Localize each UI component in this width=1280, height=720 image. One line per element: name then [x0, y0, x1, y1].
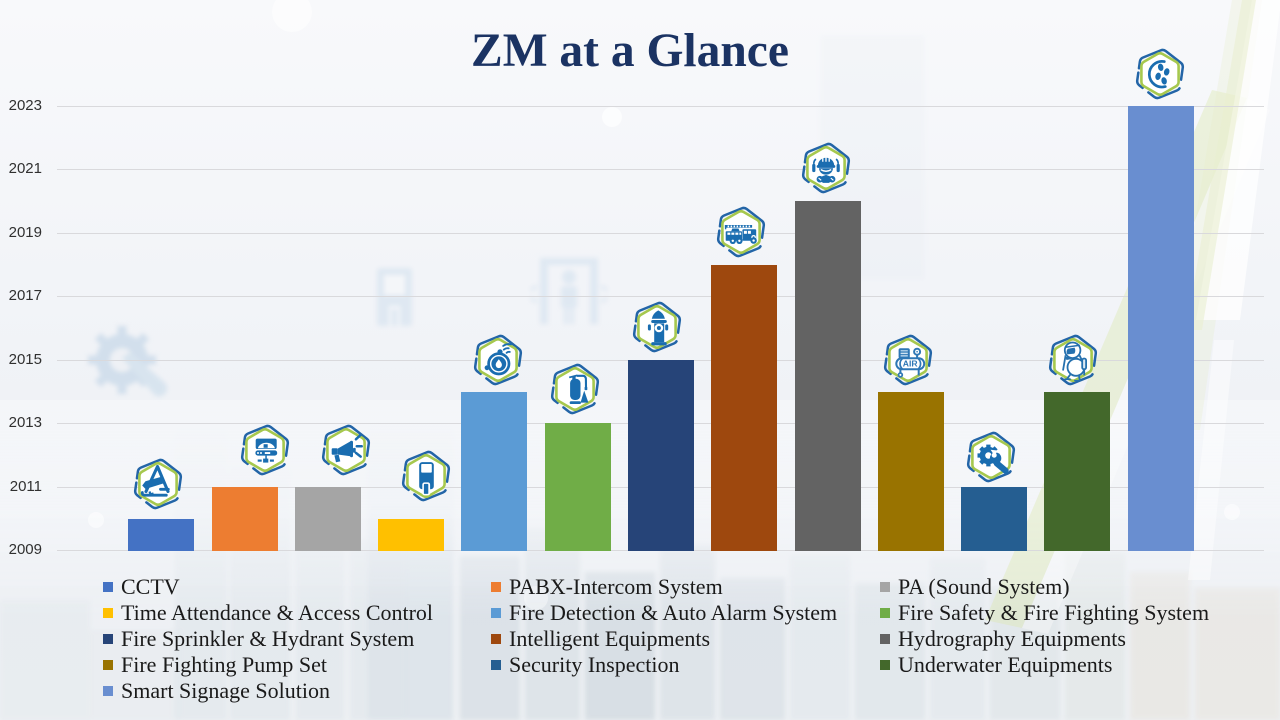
svg-text:AIR: AIR: [903, 359, 919, 369]
